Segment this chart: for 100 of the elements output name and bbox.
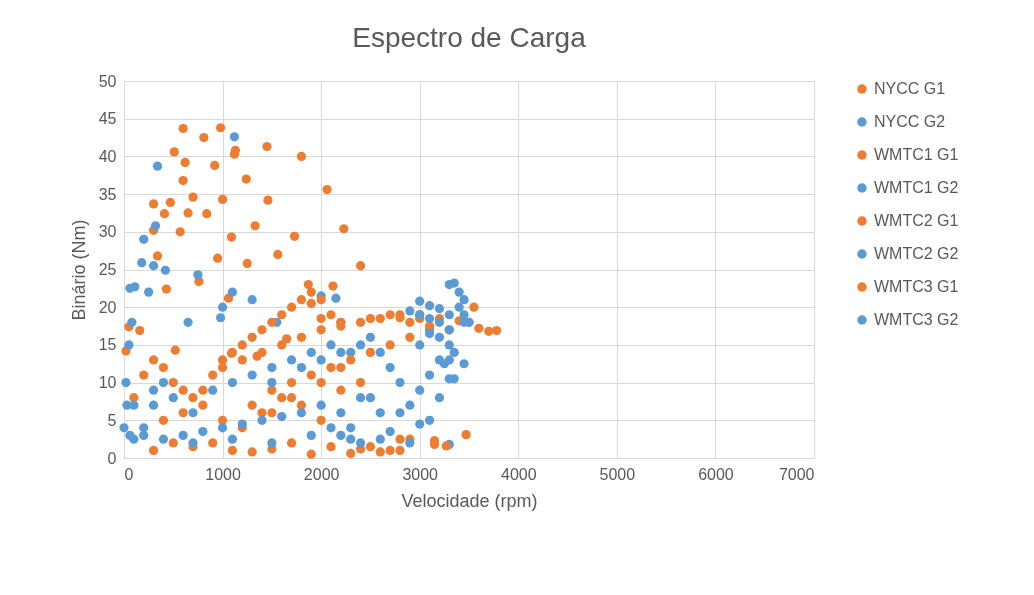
point xyxy=(434,317,445,327)
point xyxy=(346,434,356,444)
point xyxy=(328,281,338,291)
point xyxy=(316,325,326,335)
point xyxy=(289,231,300,241)
point xyxy=(139,370,149,380)
point xyxy=(210,160,220,171)
point xyxy=(188,438,198,448)
point xyxy=(336,385,346,395)
point xyxy=(257,408,267,418)
point xyxy=(267,378,277,388)
y-tick-label: 45 xyxy=(98,110,117,128)
y-tick-label: 40 xyxy=(98,147,117,165)
point xyxy=(198,427,208,437)
point xyxy=(129,393,139,403)
point xyxy=(306,430,316,440)
y-tick-label: 30 xyxy=(98,223,117,241)
point xyxy=(346,347,356,358)
point xyxy=(336,362,346,373)
point xyxy=(208,438,218,448)
point xyxy=(303,279,313,290)
point xyxy=(424,370,435,380)
point xyxy=(395,378,405,388)
point xyxy=(355,393,366,403)
point xyxy=(152,251,163,261)
y-tick-label: 10 xyxy=(98,374,117,392)
legend-label: WMTC3 G2 xyxy=(874,311,959,328)
point xyxy=(165,197,175,207)
point xyxy=(247,370,257,380)
point xyxy=(257,347,267,358)
point xyxy=(395,434,405,444)
point xyxy=(277,411,287,422)
x-tick-label: 4000 xyxy=(500,465,537,483)
point xyxy=(226,232,237,242)
point xyxy=(365,313,376,324)
point xyxy=(227,445,238,456)
point xyxy=(148,261,159,271)
point xyxy=(365,442,376,452)
point xyxy=(188,408,198,418)
x-tick-label: 1000 xyxy=(205,465,241,483)
point xyxy=(267,408,277,418)
point xyxy=(326,340,336,350)
chart-title: Espectro de Carga xyxy=(352,22,587,53)
point xyxy=(316,355,326,365)
point xyxy=(331,293,341,303)
point xyxy=(474,323,484,333)
point xyxy=(424,313,435,324)
point xyxy=(316,400,326,410)
point xyxy=(277,393,287,403)
y-tick-label: 35 xyxy=(98,185,117,203)
point xyxy=(491,325,502,336)
point xyxy=(183,317,193,327)
point xyxy=(262,142,272,152)
x-axis-title: Velocidade (rpm) xyxy=(401,490,538,511)
point xyxy=(459,359,469,369)
point xyxy=(160,265,171,275)
point xyxy=(405,332,415,342)
point xyxy=(148,199,159,209)
legend-label: NYCC G2 xyxy=(874,113,946,130)
point xyxy=(168,438,178,448)
point xyxy=(439,359,449,369)
point xyxy=(168,378,178,388)
point xyxy=(152,161,163,171)
point xyxy=(415,385,425,395)
point xyxy=(355,378,366,388)
point xyxy=(150,221,161,231)
point xyxy=(227,434,238,444)
point xyxy=(237,355,247,365)
point xyxy=(375,313,385,324)
legend-label: WMTC2 G1 xyxy=(874,212,959,229)
point xyxy=(385,340,395,350)
point xyxy=(178,123,188,134)
point xyxy=(415,419,425,429)
point xyxy=(365,393,376,403)
point xyxy=(346,423,356,433)
point xyxy=(170,345,180,355)
point xyxy=(199,132,209,143)
point xyxy=(326,442,336,452)
point xyxy=(434,332,445,342)
point xyxy=(237,419,247,429)
point xyxy=(168,393,178,403)
point xyxy=(326,362,336,373)
point xyxy=(129,400,139,410)
point xyxy=(395,445,405,456)
point xyxy=(227,378,238,388)
point xyxy=(135,325,145,336)
point xyxy=(306,298,316,309)
point xyxy=(137,258,147,268)
point xyxy=(257,325,267,335)
point xyxy=(247,332,257,342)
x-tick-label: 3000 xyxy=(402,465,439,483)
point xyxy=(375,447,385,457)
point xyxy=(365,332,376,342)
point xyxy=(375,347,385,358)
point xyxy=(158,434,169,444)
point xyxy=(461,430,471,440)
point xyxy=(316,295,326,305)
point xyxy=(286,438,297,448)
point xyxy=(158,378,169,388)
point xyxy=(444,310,454,320)
